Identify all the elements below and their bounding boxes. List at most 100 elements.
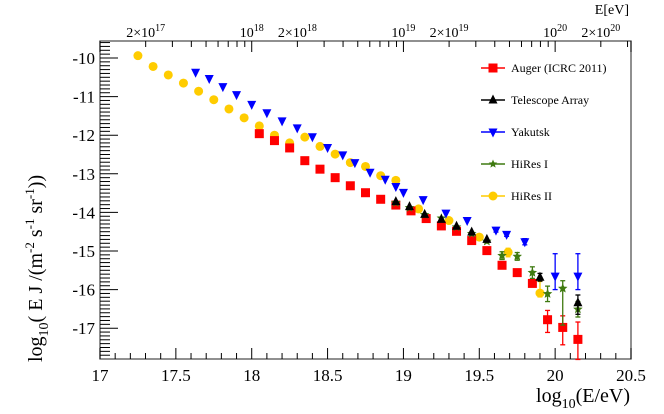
triangle-up-marker — [467, 226, 477, 236]
x-tick-label: 18 — [243, 366, 260, 385]
triangle-up-marker — [436, 213, 446, 223]
x-axis-title: log10(E/eV) — [536, 385, 630, 412]
star-marker — [558, 283, 568, 293]
y-tick-label: -11 — [73, 88, 95, 107]
square-marker — [376, 194, 386, 204]
star-marker — [488, 159, 498, 168]
legend-item: Telescope Array — [481, 93, 589, 107]
circle-marker — [474, 232, 484, 242]
square-marker — [285, 143, 295, 153]
top-tick-label: 1020 — [543, 23, 567, 41]
square-marker — [330, 173, 340, 183]
square-marker — [436, 221, 446, 231]
x-tick-label: 19 — [395, 366, 412, 385]
triangle-down-marker — [502, 230, 512, 240]
legend-label: Yakutsk — [511, 125, 550, 139]
square-marker — [300, 156, 310, 166]
circle-marker — [254, 121, 264, 131]
square-marker — [452, 226, 462, 236]
legend-label: HiRes I — [511, 157, 548, 171]
legend: Auger (ICRC 2011) Telescope Array Yakutsk H… — [481, 61, 607, 203]
legend-item: HiRes I — [481, 157, 548, 171]
circle-marker — [535, 288, 545, 298]
triangle-up-marker — [482, 233, 492, 243]
circle-marker — [361, 161, 370, 171]
triangle-down-marker — [307, 133, 317, 143]
x-tick-label: 19.5 — [464, 366, 494, 385]
triangle-down-marker — [350, 159, 360, 169]
triangle-up-marker — [420, 208, 430, 218]
square-marker — [315, 164, 325, 174]
square-marker — [527, 278, 537, 288]
circle-marker — [239, 113, 249, 123]
y-tick-label: -13 — [72, 165, 95, 184]
square-marker — [558, 322, 568, 332]
legend-item: HiRes II — [481, 189, 552, 203]
triangle-down-marker — [380, 175, 390, 185]
legend-item: Yakutsk — [481, 125, 550, 139]
circle-marker — [300, 132, 310, 142]
y-axis-title: log10( E J /(m-2 s-1 sr-1)) — [22, 175, 52, 362]
circle-marker — [444, 216, 454, 226]
triangle-down-marker — [204, 74, 214, 84]
triangle-down-marker — [520, 238, 530, 248]
triangle-up-marker — [488, 94, 498, 104]
square-marker — [254, 129, 264, 139]
legend-label: HiRes II — [511, 189, 552, 203]
circle-marker — [178, 78, 188, 88]
circle-marker — [330, 149, 340, 159]
top-tick-label: 2×1019 — [430, 23, 469, 41]
triangle-up-marker — [452, 220, 462, 230]
square-marker — [482, 246, 492, 256]
top-axis-title: E[eV] — [595, 3, 629, 18]
top-tick-label: 1018 — [240, 23, 264, 41]
circle-marker — [163, 70, 173, 80]
circle-marker — [315, 141, 325, 151]
y-axis: -10 -11 -12 -13 -14 -15 -16 -17 — [72, 42, 118, 356]
star-marker — [527, 267, 538, 277]
square-marker — [497, 260, 507, 270]
y-tick-label: -10 — [72, 49, 95, 68]
triangle-down-marker — [262, 109, 272, 119]
triangle-down-marker — [398, 188, 408, 198]
triangle-down-marker — [573, 272, 583, 282]
square-marker — [512, 268, 522, 278]
circle-marker — [209, 95, 219, 105]
triangle-down-marker — [550, 272, 560, 282]
triangle-down-marker — [191, 68, 201, 78]
circle-marker — [194, 86, 204, 96]
star-marker — [512, 251, 522, 261]
triangle-down-marker — [488, 128, 498, 138]
y-tick-label: -15 — [72, 242, 95, 261]
triangle-down-marker — [323, 144, 333, 154]
star-marker — [497, 250, 507, 260]
square-marker — [488, 63, 498, 73]
triangle-down-marker — [491, 226, 501, 236]
triangle-down-marker — [365, 168, 375, 178]
square-marker — [361, 188, 370, 198]
circle-marker — [148, 61, 158, 71]
circle-marker — [488, 191, 498, 201]
x-tick-label: 17.5 — [161, 366, 191, 385]
triangle-down-marker — [418, 196, 428, 206]
top-energy-axis: 2×1017 1018 2×1018 1019 2×1019 1020 2×1020 — [99, 23, 632, 52]
star-marker — [542, 288, 553, 298]
x-tick-label: 17 — [92, 366, 110, 385]
x-tick-label: 20 — [547, 366, 564, 385]
square-marker — [573, 334, 583, 344]
legend-label: Telescope Array — [511, 93, 589, 107]
triangle-up-marker — [573, 297, 583, 307]
square-marker — [421, 214, 431, 224]
x-axis: 17 17.5 18 18.5 19 19.5 20 20.5 — [92, 348, 646, 385]
triangle-up-marker — [404, 201, 414, 211]
series-telescope-array — [391, 196, 583, 315]
square-marker — [543, 315, 553, 325]
y-tick-label: -14 — [72, 203, 95, 222]
plot-frame — [99, 40, 632, 360]
circle-marker — [414, 204, 424, 214]
triangle-down-marker — [441, 209, 451, 219]
triangle-down-marker — [391, 183, 401, 193]
triangle-up-marker — [535, 271, 545, 281]
triangle-down-marker — [218, 83, 228, 93]
